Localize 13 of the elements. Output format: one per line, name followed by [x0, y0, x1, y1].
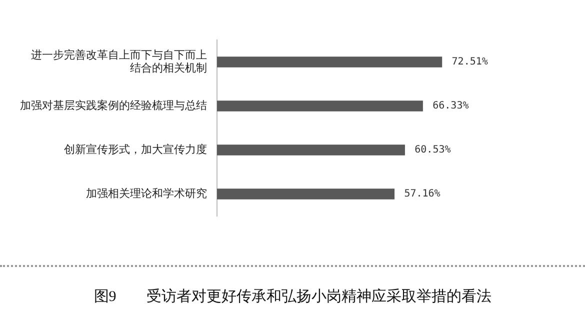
bar	[217, 188, 395, 200]
y-tick-label: 进一步完善改革自上而下与自下而上结合的相关机制	[31, 48, 207, 74]
data-label: 66.33%	[432, 100, 469, 112]
bar	[217, 100, 423, 112]
bar	[217, 144, 405, 156]
data-label: 60.53%	[414, 144, 451, 156]
y-tick-label: 创新宣传形式，加大宣传力度	[64, 142, 207, 156]
bar	[217, 56, 442, 68]
data-label: 72.51%	[452, 56, 488, 68]
text: 图9 受访者对更好传承和弘扬小岗精神应采取举措的看法	[92, 287, 492, 306]
y-tick-label: 加强相关理论和学术研究	[86, 186, 207, 200]
y-tick-label: 加强对基层实践案例的经验梳理与总结	[20, 98, 207, 112]
data-label: 57.16%	[404, 188, 440, 200]
